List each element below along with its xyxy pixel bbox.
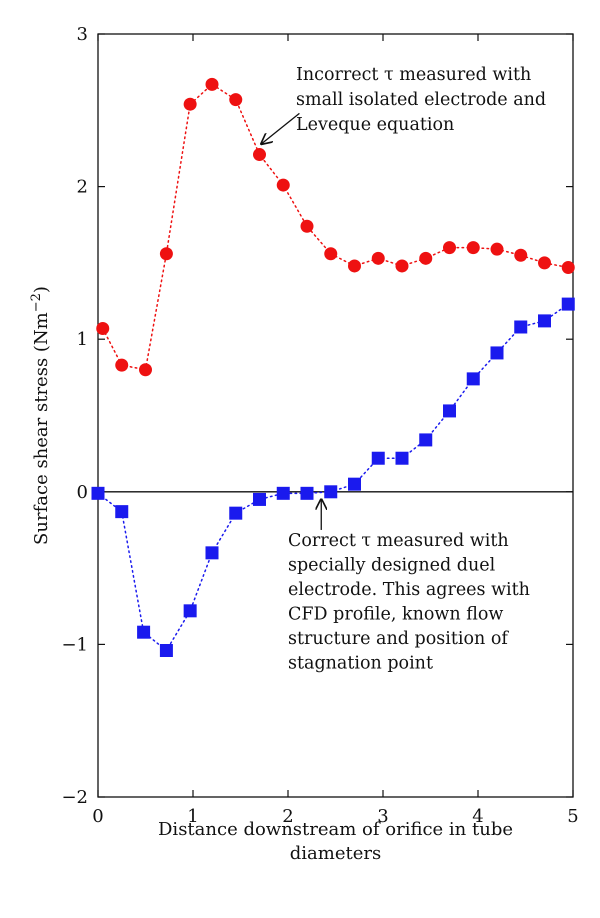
- series-2-point: [490, 346, 504, 360]
- series-2-point: [561, 297, 575, 311]
- series-2-point: [115, 505, 129, 519]
- annotation-1-text: small isolated electrode and: [296, 90, 546, 110]
- series-2-point: [348, 477, 361, 491]
- y-tick-label: 2: [77, 177, 88, 198]
- series-1-point: [395, 259, 409, 273]
- plot-frame: [97, 33, 574, 798]
- series-2-point: [91, 486, 105, 500]
- series-1-point: [183, 97, 197, 111]
- annotation-2-text: structure and position of: [288, 629, 509, 649]
- annotation-2-text: electrode. This agrees with: [288, 580, 530, 600]
- y-axis-label-part: Surface shear stress (Nm: [31, 312, 52, 545]
- series-1-point: [514, 248, 528, 262]
- series-2-point: [253, 492, 266, 506]
- series-2-point: [205, 546, 219, 560]
- annotation-2-text: Correct τ measured with: [288, 531, 509, 551]
- series-1-point: [159, 247, 173, 261]
- series-2-point: [419, 433, 433, 447]
- x-tick-label: 4: [472, 806, 483, 827]
- series-1-point: [466, 241, 480, 255]
- x-axis-label: Distance downstream of orifice in tube: [158, 819, 513, 840]
- x-tick-label: 3: [377, 806, 388, 827]
- y-tick-label: −2: [61, 787, 88, 808]
- x-tick-label: 1: [187, 806, 198, 827]
- annotation-1-text: Incorrect τ measured with: [296, 65, 531, 85]
- series-2-point: [371, 451, 385, 465]
- x-tick-label: 5: [567, 806, 578, 827]
- series-2-point: [276, 486, 290, 500]
- y-tick-label: −1: [61, 634, 88, 655]
- series-1-point: [205, 77, 219, 91]
- series-1-point: [115, 358, 129, 372]
- annotation-2-text: stagnation point: [288, 654, 433, 674]
- series-1-point: [253, 148, 266, 162]
- series-2-point: [324, 485, 338, 499]
- series-2-point: [229, 506, 243, 520]
- series-1-point: [561, 260, 575, 274]
- series-1-point: [419, 251, 433, 265]
- series-1-point: [300, 219, 314, 233]
- series-1-point: [276, 178, 290, 192]
- series-1-point: [139, 363, 152, 377]
- annotation-2-text: specially designed duel: [288, 556, 496, 576]
- annotation-2-text: CFD profile, known flow: [288, 605, 503, 625]
- series-1-point: [371, 251, 385, 265]
- series-2-point: [159, 644, 173, 658]
- series-1-point: [348, 259, 361, 273]
- annotation-1-arrow: [261, 112, 300, 144]
- series-2-point: [443, 404, 456, 418]
- y-axis-label-part: −2: [29, 293, 44, 312]
- annotation-1-text: Leveque equation: [296, 115, 454, 135]
- series-1-point: [229, 93, 243, 107]
- x-tick-label: 0: [92, 806, 103, 827]
- series-2-point: [466, 372, 480, 386]
- y-tick-label: 3: [77, 24, 88, 45]
- series-2-point: [538, 314, 551, 328]
- series-2-point: [395, 451, 409, 465]
- series-1-point: [443, 241, 456, 255]
- y-axis-label-part: ): [31, 286, 52, 293]
- series-1-point: [324, 247, 338, 261]
- y-axis-label: Surface shear stress (Nm−2): [29, 286, 52, 545]
- series-1-point: [538, 256, 551, 270]
- series-2-point: [183, 604, 197, 618]
- y-tick-label: 0: [77, 482, 88, 503]
- x-tick-label: 2: [282, 806, 293, 827]
- y-tick-label: 1: [77, 329, 88, 350]
- series-2-point: [514, 320, 528, 334]
- x-axis-label: diameters: [290, 843, 381, 864]
- series-2-point: [300, 486, 314, 500]
- series-1-point: [96, 322, 110, 336]
- series-2-point: [137, 625, 151, 639]
- series-1-point: [490, 242, 504, 256]
